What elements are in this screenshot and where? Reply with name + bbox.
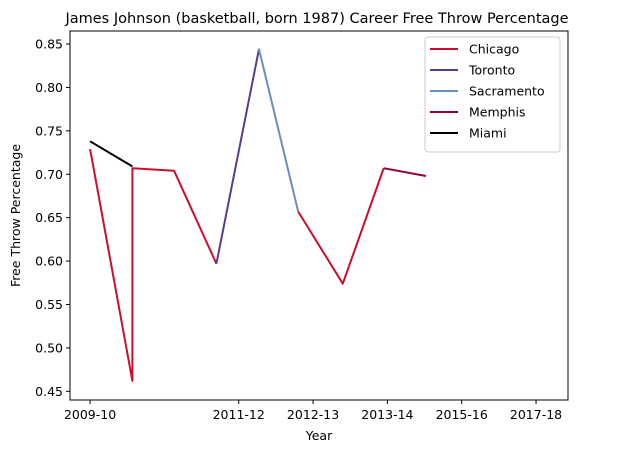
- y-axis-label: Free Throw Percentage: [8, 144, 23, 287]
- legend-label-miami: Miami: [469, 126, 507, 141]
- x-tick-label: 2011-12: [213, 407, 265, 422]
- legend-label-memphis: Memphis: [469, 105, 526, 120]
- x-axis: 2009-10 2011-12 2012-13 2013-14 2015-16 2017-…: [64, 400, 562, 422]
- y-axis: 0.45 0.50 0.55 0.60 0.65 0.70 0.75 0.80 0.85: [35, 37, 70, 399]
- x-tick-label: 2012-13: [287, 407, 339, 422]
- chart-title: James Johnson (basketball, born 1987) Ca…: [64, 11, 568, 27]
- x-tick-label: 2015-16: [436, 407, 488, 422]
- series-line-chicago-1: [89, 148, 218, 382]
- plot-lines: [89, 48, 427, 382]
- y-tick-label: 0.45: [35, 384, 63, 399]
- series-line-sacramento-1: [257, 48, 300, 212]
- y-tick-label: 0.50: [35, 340, 63, 355]
- y-tick-label: 0.80: [35, 80, 63, 95]
- series-line-chicago-2: [297, 167, 385, 285]
- x-tick-label: 2017-18: [510, 407, 562, 422]
- x-axis-label: Year: [305, 428, 333, 443]
- y-tick-label: 0.60: [35, 254, 63, 269]
- y-tick-label: 0.65: [35, 210, 63, 225]
- series-line-toronto-1: [215, 49, 260, 264]
- y-tick-label: 0.70: [35, 167, 63, 182]
- y-tick-label: 0.75: [35, 123, 63, 138]
- series-line-miami-1: [89, 140, 133, 168]
- x-tick-label: 2013-14: [361, 407, 413, 422]
- series-line-memphis-1: [383, 167, 427, 177]
- legend-box: [424, 36, 561, 153]
- legend-label-toronto: Toronto: [468, 63, 515, 78]
- plot-frame: [69, 30, 569, 401]
- legend-label-chicago: Chicago: [469, 42, 519, 57]
- x-tick-label: 2009-10: [64, 407, 116, 422]
- y-tick-label: 0.55: [35, 297, 63, 312]
- legend-label-sacramento: Sacramento: [469, 84, 545, 99]
- y-tick-label: 0.85: [35, 37, 63, 52]
- legend: Chicago Toronto Sacramento Memphis Miami: [424, 36, 561, 153]
